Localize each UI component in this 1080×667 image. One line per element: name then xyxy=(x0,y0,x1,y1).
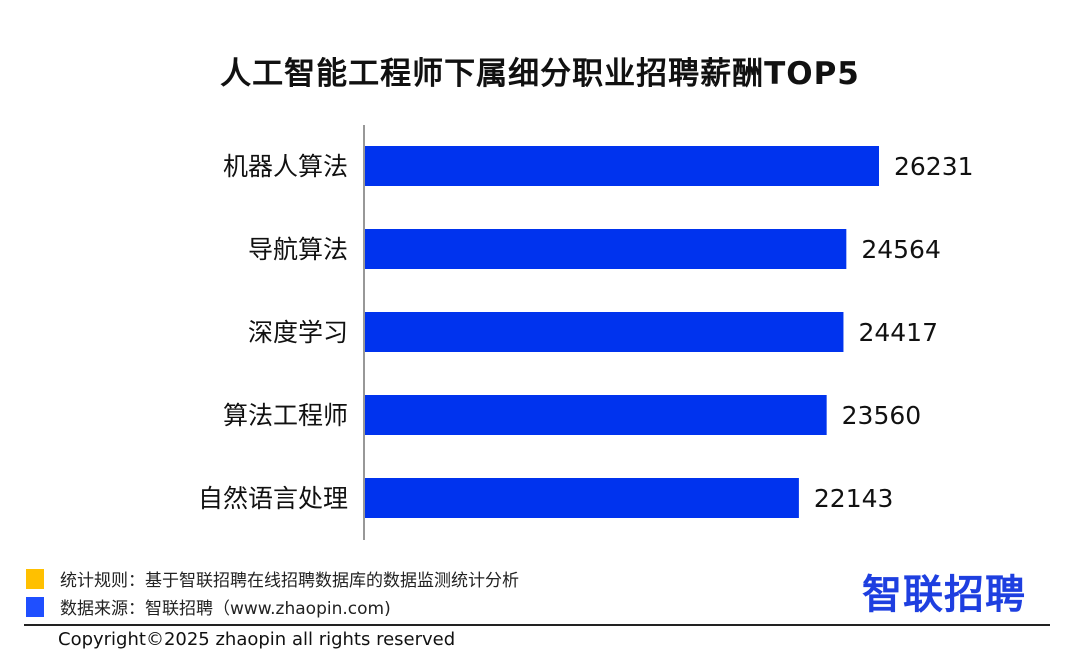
zhaopin-logo: 智联招聘 xyxy=(862,572,1026,618)
bar xyxy=(365,478,799,518)
legend-swatch-yellow xyxy=(26,568,44,589)
value-label: 24417 xyxy=(858,318,938,347)
value-label: 24564 xyxy=(861,235,941,264)
legend-source: 数据来源：智联招聘（www.zhaopin.com) xyxy=(26,594,391,619)
copyright: Copyright©2025 zhaopin all rights reserv… xyxy=(58,629,456,650)
category-label: 算法工程师 xyxy=(223,401,348,430)
footer-divider xyxy=(24,624,1050,626)
chart-title: 人工智能工程师下属细分职业招聘薪酬TOP5 xyxy=(220,56,860,92)
legend-rule: 统计规则：基于智联招聘在线招聘数据库的数据监测统计分析 xyxy=(26,566,519,591)
category-label: 机器人算法 xyxy=(223,152,348,181)
category-label: 自然语言处理 xyxy=(198,484,348,513)
category-label: 深度学习 xyxy=(248,318,348,347)
value-label: 26231 xyxy=(894,152,974,181)
bar xyxy=(365,229,847,269)
bar xyxy=(365,312,844,352)
legend-rule-label: 统计规则：基于智联招聘在线招聘数据库的数据监测统计分析 xyxy=(60,571,519,591)
legend-swatch-blue xyxy=(26,596,44,617)
value-label: 22143 xyxy=(814,484,894,513)
bar-chart: 机器人算法 26231 导航算法 24564 深度学习 24417 算法工程师 23560 自然… xyxy=(198,125,974,540)
category-label: 导航算法 xyxy=(248,235,348,264)
bar xyxy=(365,146,879,186)
legend-source-label: 数据来源：智联招聘（www.zhaopin.com) xyxy=(60,599,391,619)
bar xyxy=(365,395,827,435)
value-label: 23560 xyxy=(842,401,922,430)
